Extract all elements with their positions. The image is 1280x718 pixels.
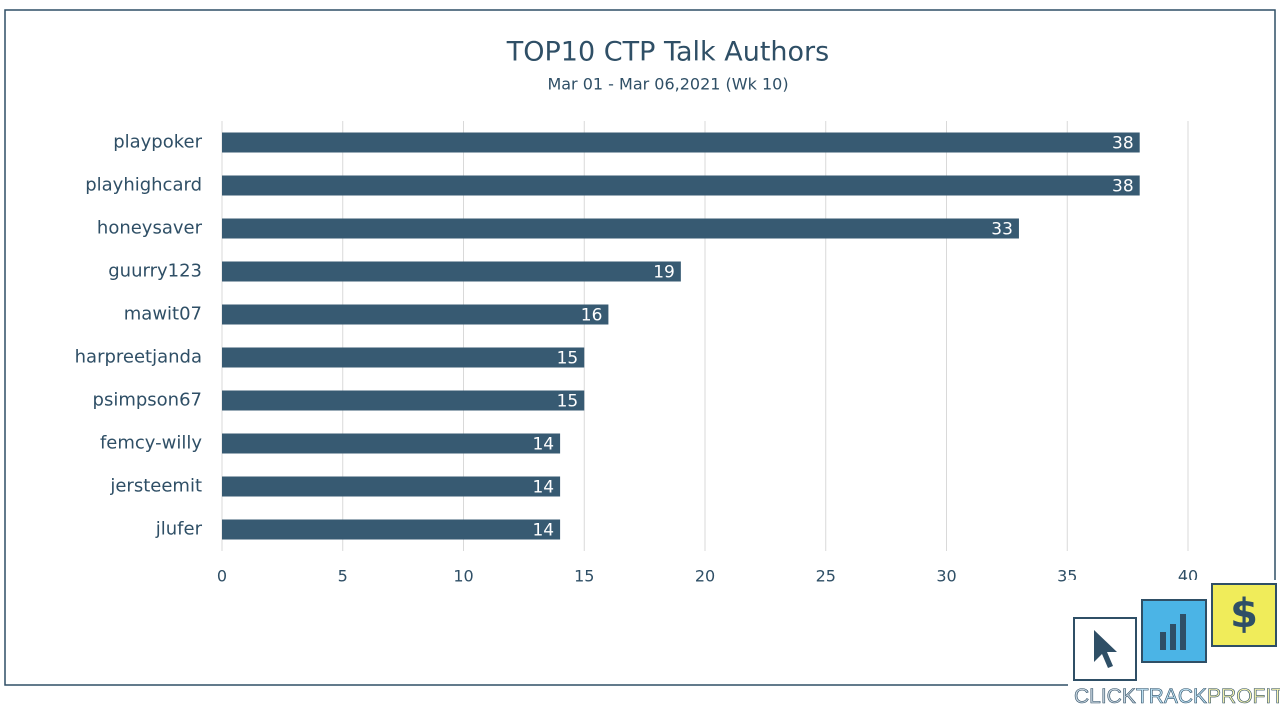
bar (222, 304, 609, 325)
bar (222, 519, 561, 540)
bar (222, 476, 561, 497)
y-tick-label: playhighcard (85, 175, 202, 196)
data-label: 33 (991, 220, 1013, 240)
x-tick-label: 0 (217, 567, 227, 586)
y-tick-label: mawit07 (124, 304, 202, 325)
y-tick-label: jersteemit (109, 476, 202, 497)
x-tick-label: 10 (453, 567, 473, 586)
chart-frame (4, 9, 1276, 686)
y-tick-label: guurry123 (108, 261, 202, 282)
y-tick-label: jlufer (155, 519, 203, 540)
logo-text-part: CLICK (1074, 685, 1136, 708)
bar (222, 347, 585, 368)
y-tick-label: psimpson67 (93, 390, 202, 411)
y-tick-label: harpreetjanda (75, 347, 202, 368)
chart-title: TOP10 CTP Talk Authors (506, 37, 829, 68)
data-label: 14 (532, 435, 554, 455)
data-label: 38 (1112, 134, 1134, 154)
bar (222, 390, 585, 411)
logo-cursor (1094, 630, 1117, 668)
y-tick-label: playpoker (113, 132, 202, 153)
logo-text-part: PROFIT (1207, 685, 1280, 708)
data-label: 19 (653, 263, 675, 283)
bar (222, 175, 1140, 196)
data-label: 38 (1112, 177, 1134, 197)
data-label: 15 (557, 392, 579, 412)
x-tick-label: 15 (574, 567, 594, 586)
bar (222, 433, 561, 454)
data-label: 16 (581, 306, 603, 326)
x-tick-label: 5 (338, 567, 348, 586)
logo-symbol: $ (1230, 591, 1258, 637)
logo-text: CLICKTRACKPROFIT (1074, 685, 1280, 708)
logo-icon (1180, 614, 1186, 650)
logo-box (1211, 583, 1277, 647)
x-tick-label: 20 (695, 567, 715, 586)
data-label: 15 (557, 349, 579, 369)
data-label: 14 (532, 521, 554, 541)
bar (222, 261, 681, 282)
logo-icon (1170, 624, 1176, 650)
logo: $ CLICKTRACKPROFIT (1068, 580, 1280, 714)
x-tick-label: 30 (936, 567, 956, 586)
data-label: 14 (532, 478, 554, 498)
chart-subtitle: Mar 01 - Mar 06,2021 (Wk 10) (547, 75, 788, 94)
bar (222, 132, 1140, 153)
bar (222, 218, 1019, 239)
y-tick-label: honeysaver (97, 218, 203, 239)
logo-text-part: TRACK (1136, 685, 1207, 708)
logo-icon (1160, 632, 1166, 650)
y-tick-label: femcy-willy (100, 433, 202, 454)
x-tick-label: 25 (816, 567, 836, 586)
